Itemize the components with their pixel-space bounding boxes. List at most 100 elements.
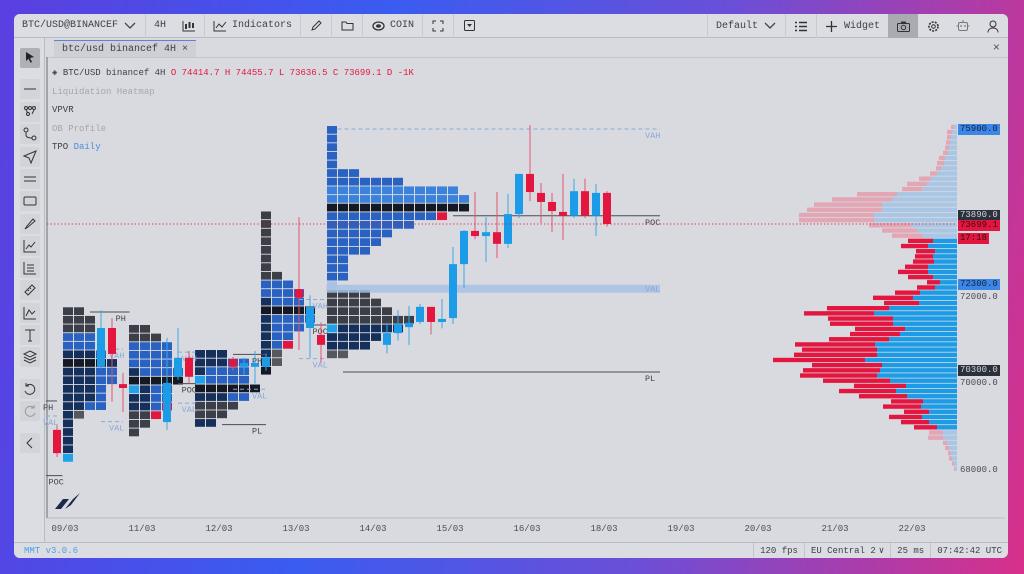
fullscreen-button[interactable] bbox=[423, 14, 455, 38]
tool-parallel-lines[interactable] bbox=[20, 169, 40, 189]
pencil-icon bbox=[309, 19, 323, 33]
legend-symbol-row[interactable]: ◈ BTC/USD binancef 4H O 74414.7 H 74455.… bbox=[52, 64, 414, 83]
legend-vpvr[interactable]: VPVR bbox=[52, 105, 74, 115]
camera-icon bbox=[896, 19, 910, 33]
tpo-block bbox=[382, 229, 392, 238]
tpo-block bbox=[349, 229, 359, 238]
region-selector[interactable]: EU Central 2 ∨ bbox=[803, 542, 890, 558]
tpo-block bbox=[382, 220, 392, 229]
tpo-block bbox=[195, 410, 205, 419]
tpo-block bbox=[283, 340, 293, 349]
tool-path[interactable] bbox=[20, 124, 40, 144]
tpo-block bbox=[338, 220, 348, 229]
tool-send[interactable] bbox=[20, 147, 40, 167]
symbol-selector[interactable]: BTC/USD@BINANCEF bbox=[14, 14, 147, 38]
tool-nodes[interactable] bbox=[20, 102, 40, 122]
tpo-block bbox=[327, 350, 337, 359]
tool-list[interactable] bbox=[20, 258, 40, 278]
tpo-block bbox=[217, 401, 227, 410]
vpvr-sell-bar bbox=[795, 342, 875, 347]
tpo-block bbox=[63, 393, 73, 402]
tool-collapse[interactable] bbox=[20, 433, 40, 453]
vpvr-sell-bar bbox=[898, 269, 928, 275]
close-panel-icon[interactable]: × bbox=[992, 41, 1000, 55]
vpvr-buy-bar bbox=[934, 259, 957, 264]
tpo-block bbox=[96, 402, 106, 410]
tool-ruler[interactable] bbox=[20, 280, 40, 300]
tool-chart[interactable] bbox=[20, 303, 40, 323]
tpo-block bbox=[63, 384, 73, 393]
tool-brush[interactable] bbox=[20, 214, 40, 234]
vpvr-buy-bar bbox=[900, 331, 957, 337]
tpo-block bbox=[74, 402, 84, 410]
price-chart[interactable]: VAH POC VAL PL PH VAH VAL PH VAL POC VAH POC VAL PH VA… bbox=[14, 14, 1008, 542]
drawing-button[interactable] bbox=[301, 14, 333, 38]
chevron-down-icon: ∨ bbox=[878, 545, 885, 556]
list-button[interactable] bbox=[786, 14, 817, 38]
tool-text[interactable] bbox=[20, 325, 40, 345]
settings-button[interactable] bbox=[918, 14, 948, 38]
vpvr-sell-bar bbox=[943, 440, 947, 446]
vpvr-buy-bar bbox=[874, 311, 957, 316]
vpvr-sell-bar bbox=[908, 274, 933, 280]
tpo-block bbox=[228, 384, 238, 393]
tpo-block bbox=[393, 203, 403, 212]
tpo-block bbox=[272, 297, 282, 306]
tpo-block bbox=[85, 376, 95, 385]
tpo-block bbox=[129, 411, 139, 420]
tpo-block bbox=[360, 212, 370, 221]
tool-cursor[interactable] bbox=[20, 48, 40, 68]
user-button[interactable] bbox=[978, 14, 1008, 38]
level-label-val: VAL bbox=[182, 405, 197, 415]
dropdown-button[interactable] bbox=[454, 14, 484, 38]
vpvr-buy-bar bbox=[877, 347, 957, 352]
vpvr-buy-bar bbox=[923, 399, 957, 404]
tpo-block bbox=[283, 297, 293, 306]
close-tab-icon[interactable]: × bbox=[182, 43, 189, 55]
bot-button[interactable] bbox=[948, 14, 978, 38]
tool-trend[interactable] bbox=[20, 236, 40, 256]
tpo-block bbox=[349, 290, 359, 298]
coin-button[interactable]: COIN bbox=[363, 14, 424, 38]
tpo-block bbox=[195, 401, 205, 410]
symbol-label: BTC/USD@BINANCEF bbox=[22, 20, 119, 31]
time-tick-label: 20/03 bbox=[744, 524, 772, 534]
legend-liquidation-heatmap[interactable]: Liquidation Heatmap bbox=[52, 86, 155, 97]
tpo-profiles bbox=[63, 126, 469, 462]
layout-selector[interactable]: Default bbox=[706, 14, 786, 38]
indicators-button[interactable]: Indicators bbox=[205, 14, 302, 38]
vpvr-buy-bar bbox=[906, 383, 957, 389]
tpo-block bbox=[327, 143, 337, 152]
tool-line[interactable] bbox=[20, 79, 40, 99]
vpvr-buy-bar bbox=[952, 129, 957, 135]
folder-button[interactable] bbox=[332, 14, 364, 38]
legend-tpo[interactable]: TPO Daily bbox=[52, 138, 414, 157]
tpo-block bbox=[349, 341, 359, 350]
profile-levels: VAH POC VAL PL PH VAH VAL PH VAL POC VAH POC VAL PH VA… bbox=[43, 128, 660, 488]
legend-ob-profile[interactable]: OB Profile bbox=[52, 123, 107, 134]
tool-layers[interactable] bbox=[20, 347, 40, 367]
tpo-block bbox=[140, 376, 150, 385]
tool-rectangle[interactable] bbox=[20, 191, 40, 211]
screenshot-button[interactable] bbox=[888, 14, 918, 38]
tpo-block bbox=[85, 384, 95, 393]
tpo-block bbox=[250, 384, 260, 393]
timeframe-button[interactable]: 4H bbox=[146, 14, 174, 38]
tool-undo[interactable] bbox=[20, 379, 40, 399]
chart-legend: ◈ BTC/USD binancef 4H O 74414.7 H 74455.… bbox=[52, 64, 414, 157]
folder-icon bbox=[340, 19, 354, 33]
tpo-block bbox=[63, 367, 73, 376]
tpo-block bbox=[415, 186, 425, 195]
tpo-block bbox=[63, 410, 73, 419]
tpo-block bbox=[371, 177, 381, 186]
tpo-block bbox=[63, 315, 73, 324]
tool-redo[interactable] bbox=[20, 401, 40, 421]
chart-type-button[interactable] bbox=[174, 14, 206, 38]
add-widget-button[interactable]: Widget bbox=[817, 14, 888, 38]
vpvr-sell-bar bbox=[947, 129, 952, 135]
candle-down bbox=[526, 173, 534, 193]
tpo-block bbox=[327, 126, 337, 134]
tab-btc-usd[interactable]: btc/usd binancef 4H × bbox=[54, 40, 197, 57]
vpvr-buy-bar bbox=[921, 404, 957, 409]
tpo-block bbox=[140, 342, 150, 350]
